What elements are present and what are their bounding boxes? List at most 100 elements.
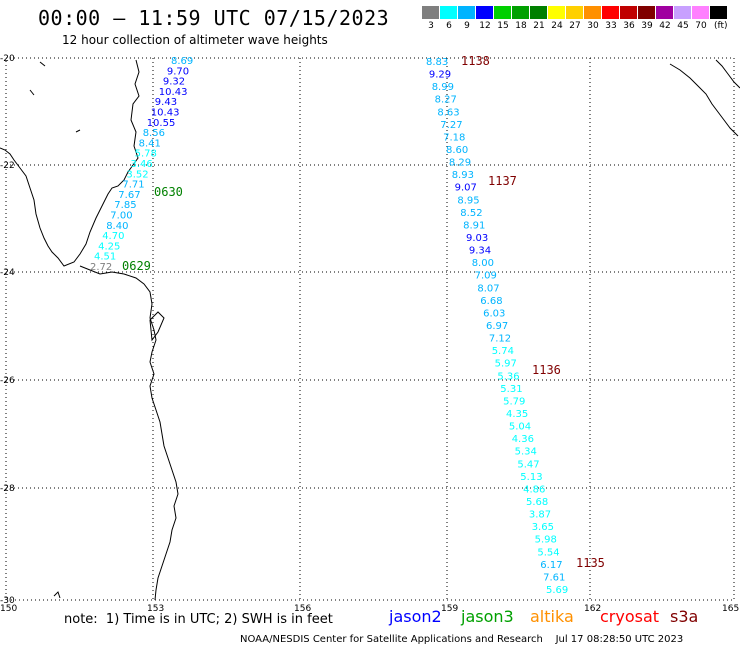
- swh-value: 3.46: [131, 159, 153, 170]
- swh-value: 5.04: [509, 422, 531, 433]
- legend-swatch: [692, 6, 709, 19]
- swh-value: 6.17: [540, 560, 562, 571]
- swh-value: 5.78: [135, 149, 157, 160]
- legend-label: 18: [515, 21, 527, 31]
- swh-value: 7.85: [114, 200, 136, 211]
- legend-label: 15: [497, 21, 509, 31]
- legend-swatch: [548, 6, 565, 19]
- legend-swatch: [656, 6, 673, 19]
- swh-value: 4.70: [102, 231, 124, 242]
- swh-value: 5.54: [537, 547, 559, 558]
- legend-label: 12: [479, 21, 491, 31]
- legend-swatch: [620, 6, 637, 19]
- swh-value: 5.31: [500, 384, 522, 395]
- satellite-altika-label: altika: [530, 607, 574, 626]
- swh-value: 9.29: [429, 70, 451, 81]
- time-mark: 0629: [122, 259, 151, 273]
- swh-value: 5.68: [526, 497, 548, 508]
- swh-value: 9.34: [469, 246, 491, 257]
- swh-value: 8.27: [435, 95, 457, 106]
- swh-value: 5.36: [497, 371, 519, 382]
- swh-value: 8.91: [463, 220, 485, 231]
- lon-label: 165: [722, 604, 739, 614]
- legend-swatch: [566, 6, 583, 19]
- lat-label: -28: [0, 484, 15, 494]
- islet-3: [75, 129, 81, 133]
- swh-value: 3.87: [529, 510, 551, 521]
- lon-label: 162: [584, 604, 601, 614]
- swh-value: 9.07: [455, 183, 477, 194]
- satellite-jason2-label: jason2: [389, 607, 442, 626]
- swh-value: 9.43: [155, 97, 177, 108]
- swh-value: 4.36: [512, 434, 534, 445]
- page-subtitle: 12 hour collection of altimeter wave hei…: [62, 33, 328, 47]
- swh-value: 10.43: [159, 87, 188, 98]
- legend-label: 42: [659, 21, 671, 31]
- islet-1: [39, 61, 46, 67]
- legend-swatch: [422, 6, 439, 19]
- swh-value: 8.83: [426, 57, 448, 68]
- fraser-island: [149, 311, 165, 342]
- swh-value: 5.74: [492, 346, 514, 357]
- swh-value: 7.00: [110, 211, 132, 222]
- swh-value: 7.12: [489, 334, 511, 345]
- swh-value: 4.25: [98, 241, 120, 252]
- lat-label: -24: [0, 268, 15, 278]
- swh-value: 7.18: [443, 132, 465, 143]
- legend-label: 21: [533, 21, 545, 31]
- swh-value: 8.60: [446, 145, 468, 156]
- swh-value: 7.09: [475, 271, 497, 282]
- swh-value: 8.52: [460, 208, 482, 219]
- legend-label: 27: [569, 21, 581, 31]
- time-mark: 1138: [461, 54, 490, 68]
- legend-label: 3: [428, 21, 434, 31]
- swh-value: 10.43: [151, 108, 180, 119]
- legend-label: 33: [605, 21, 617, 31]
- swh-value: 7.67: [118, 190, 140, 201]
- swh-value: 6.97: [486, 321, 508, 332]
- swh-value: 10.55: [147, 118, 176, 129]
- swh-value: 7.27: [440, 120, 462, 131]
- swh-value: 8.95: [457, 195, 479, 206]
- legend-swatch: [494, 6, 511, 19]
- legend-label: 36: [623, 21, 635, 31]
- legend-swatch: [476, 6, 493, 19]
- legend-swatch: [638, 6, 655, 19]
- legend-label: 45: [677, 21, 689, 31]
- lon-label: 153: [147, 604, 164, 614]
- altimeter-tracks: 8.699.709.3210.439.4310.4310.558.568.415…: [90, 54, 605, 596]
- swh-value: 4.35: [506, 409, 528, 420]
- lat-label: -20: [0, 54, 15, 64]
- lon-label: 150: [0, 604, 17, 614]
- swh-value: 8.63: [437, 107, 459, 118]
- swh-value: 9.32: [163, 77, 185, 88]
- satellite-jason3-label: jason3: [461, 607, 514, 626]
- legend-swatch: [530, 6, 547, 19]
- lat-label: -30: [0, 596, 15, 606]
- satellite-cryosat-label: cryosat: [600, 607, 660, 626]
- swh-value: 8.56: [143, 128, 165, 139]
- legend-label: 70: [695, 21, 707, 31]
- swh-value: 9.70: [167, 66, 189, 77]
- swh-value: 5.97: [495, 359, 517, 370]
- swh-value: 8.99: [432, 82, 454, 93]
- lon-label: 156: [294, 604, 311, 614]
- swh-value: 7.71: [122, 180, 144, 191]
- legend-label: 39: [641, 21, 653, 31]
- islet-2: [29, 89, 35, 96]
- swh-value: 8.29: [449, 158, 471, 169]
- swh-value: 5.98: [535, 535, 557, 546]
- swh-value: 2.72: [90, 262, 112, 273]
- map-grid: [5, 57, 735, 601]
- time-mark: 1135: [576, 556, 605, 570]
- swh-value: 5.69: [546, 585, 568, 596]
- legend-swatch: [674, 6, 691, 19]
- coastline: [0, 59, 740, 601]
- legend-label: 30: [587, 21, 599, 31]
- legend-swatch: [602, 6, 619, 19]
- credit-line: NOAA/NESDIS Center for Satellite Applica…: [240, 634, 684, 645]
- swh-value: 8.00: [472, 258, 494, 269]
- swh-value: 8.41: [139, 138, 161, 149]
- coastline-australia: [0, 59, 140, 267]
